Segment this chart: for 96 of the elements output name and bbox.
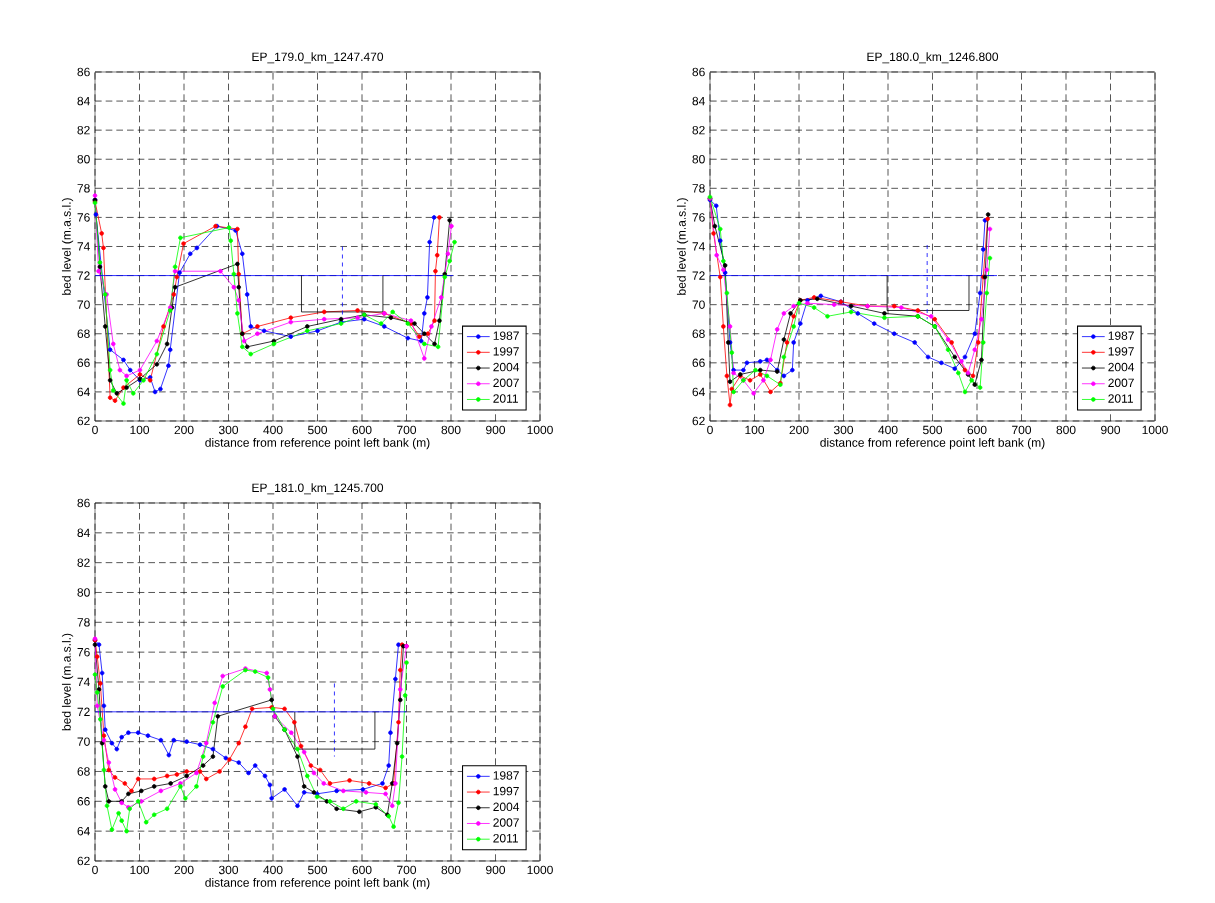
x-tick-label: 900: [1101, 425, 1121, 435]
y-tick-label: 66: [77, 797, 90, 806]
y-tick-label: 84: [77, 528, 90, 538]
y-tick-label: 70: [692, 300, 705, 309]
y-tick-label: 76: [692, 213, 705, 222]
y-tick-label: 68: [77, 329, 90, 338]
y-tick-label: 82: [77, 125, 90, 135]
legend-label: 1987: [493, 331, 519, 340]
y-tick-label: 62: [692, 416, 705, 426]
legend-label: 2007: [493, 818, 519, 827]
legend-label: 2011: [493, 394, 518, 403]
y-tick-label: 80: [77, 588, 90, 597]
y-tick-label: 84: [77, 96, 90, 106]
y-tick-label: 74: [77, 242, 90, 251]
x-tick-label: 500: [307, 425, 328, 435]
x-axis-title: distance from reference point left bank (m): [205, 878, 430, 890]
legend-label: 1987: [1108, 331, 1134, 340]
y-tick-label: 74: [692, 242, 705, 251]
y-tick-label: 66: [77, 358, 90, 368]
y-tick-label: 72: [692, 271, 705, 280]
x-tick-label: 0: [92, 425, 98, 435]
x-tick-label: 1000: [527, 865, 553, 875]
y-tick-label: 80: [77, 154, 90, 164]
x-tick-label: 100: [130, 865, 150, 875]
legend-label: 1987: [493, 771, 519, 780]
x-tick-label: 0: [92, 865, 98, 875]
x-tick-label: 800: [441, 865, 461, 875]
legend-label: 1997: [1108, 347, 1134, 356]
y-tick-label: 68: [692, 329, 705, 338]
legend-label: 2007: [493, 378, 519, 388]
y-tick-label: 86: [692, 67, 705, 77]
x-tick-label: 500: [307, 865, 328, 875]
x-tick-label: 900: [486, 425, 506, 435]
x-tick-label: 700: [397, 865, 417, 875]
y-tick-label: 82: [77, 558, 90, 567]
y-tick-label: 62: [77, 856, 90, 866]
x-tick-label: 1000: [1142, 425, 1168, 435]
x-tick-label: 400: [263, 865, 283, 875]
x-tick-label: 600: [967, 425, 987, 435]
x-tick-label: 600: [352, 425, 372, 435]
x-tick-label: 700: [1012, 425, 1032, 435]
x-axis-title: distance from reference point left bank (m): [820, 438, 1045, 450]
x-tick-label: 600: [352, 865, 372, 875]
x-tick-label: 400: [263, 425, 283, 435]
legend-label: 1997: [493, 786, 519, 796]
x-tick-label: 200: [174, 425, 194, 435]
y-tick-label: 72: [77, 707, 90, 717]
legend-label: 2004: [493, 362, 520, 372]
y-tick-label: 84: [692, 96, 705, 106]
y-tick-label: 64: [692, 387, 705, 397]
y-tick-label: 80: [692, 154, 705, 164]
y-tick-label: 76: [77, 213, 90, 222]
x-tick-label: 300: [833, 425, 854, 435]
y-tick-label: 70: [77, 737, 90, 746]
y-tick-label: 64: [77, 826, 90, 836]
y-axis-title: bed level (m.a.s.l.): [61, 198, 74, 295]
y-tick-label: 66: [692, 358, 705, 368]
legend-label: 2011: [1108, 394, 1133, 403]
y-tick-label: 68: [77, 767, 90, 776]
y-tick-label: 82: [692, 125, 705, 135]
y-tick-label: 86: [77, 67, 90, 77]
x-tick-label: 100: [130, 425, 150, 435]
y-tick-label: 74: [77, 677, 90, 687]
x-tick-label: 100: [745, 425, 765, 435]
x-tick-label: 800: [441, 425, 461, 435]
x-tick-label: 500: [922, 425, 943, 435]
x-tick-label: 200: [174, 865, 194, 875]
y-tick-label: 62: [77, 416, 90, 426]
x-tick-label: 1000: [527, 425, 553, 435]
legend-label: 1997: [493, 347, 519, 356]
x-tick-label: 400: [878, 425, 898, 435]
x-tick-label: 300: [218, 865, 239, 875]
legend-label: 2004: [493, 802, 520, 812]
y-tick-label: 78: [77, 618, 90, 627]
x-tick-label: 900: [486, 865, 506, 875]
y-tick-label: 76: [77, 647, 90, 657]
x-tick-label: 300: [218, 425, 239, 435]
x-tick-label: 0: [707, 425, 713, 435]
y-axis-title: bed level (m.a.s.l.): [61, 633, 74, 731]
y-tick-label: 78: [77, 184, 90, 193]
legend-label: 2007: [1108, 378, 1134, 388]
y-tick-label: 64: [77, 387, 90, 397]
x-tick-label: 700: [397, 425, 417, 435]
y-tick-label: 70: [77, 300, 90, 309]
x-axis-title: distance from reference point left bank (m): [205, 438, 430, 450]
chart-title: EP_179.0_km_1247.470: [252, 52, 384, 64]
y-axis-title: bed level (m.a.s.l.): [676, 198, 689, 295]
chart-title: EP_180.0_km_1246.800: [867, 52, 999, 64]
y-tick-label: 72: [77, 271, 90, 280]
legend-label: 2011: [493, 833, 518, 843]
chart-title: EP_181.0_km_1245.700: [252, 483, 384, 495]
y-tick-label: 78: [692, 184, 705, 193]
x-tick-label: 800: [1056, 425, 1076, 435]
y-tick-label: 86: [77, 498, 90, 508]
legend-label: 2004: [1108, 362, 1135, 372]
x-tick-label: 200: [789, 425, 809, 435]
